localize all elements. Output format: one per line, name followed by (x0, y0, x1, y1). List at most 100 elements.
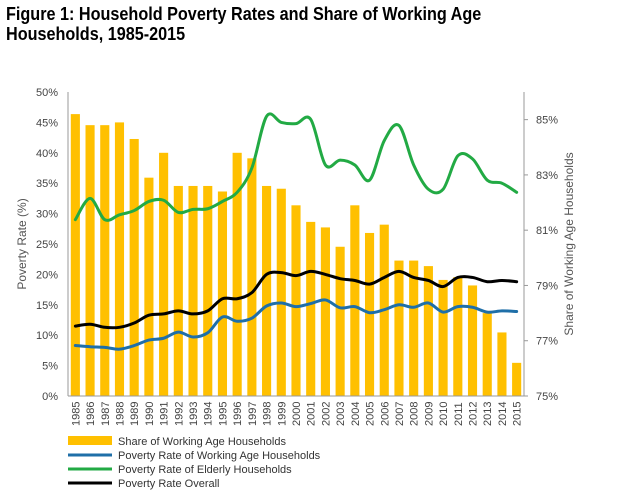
bar-2002 (320, 227, 330, 396)
y-tick-label: 15% (36, 300, 58, 312)
x-tick-label: 2007 (394, 402, 406, 426)
bar-2007 (394, 260, 404, 396)
bar-1997 (247, 158, 257, 396)
bar-2012 (467, 285, 478, 396)
line-group (73, 112, 519, 351)
right-tick-labels: 75% 77% 79% 81% 83% 85% (524, 115, 558, 403)
legend-item-share-working-age: Share of Working Age Households (68, 436, 286, 448)
bar-2010 (438, 279, 448, 396)
legend-label: Poverty Rate of Elderly Households (118, 464, 292, 476)
y-tick-label: 5% (42, 361, 58, 373)
y2-tick-label: 75% (536, 391, 558, 403)
bar-1992 (173, 185, 183, 396)
x-tick-label: 1995 (217, 402, 229, 426)
x-tick-label: 2003 (335, 402, 347, 426)
bar-1994 (203, 185, 213, 396)
left-tick-labels: 0% 5% 10% 15% 20% 25% 30% 35% 40% 45% 50% (36, 87, 58, 403)
y-tick-label: 50% (36, 87, 58, 99)
legend-label: Share of Working Age Households (118, 436, 286, 448)
y2-tick-label: 81% (536, 225, 558, 237)
bar-1995 (217, 191, 228, 396)
x-tick-label: 1986 (85, 402, 97, 426)
y-tick-label: 30% (36, 209, 58, 221)
x-tick-label: 2013 (482, 402, 494, 426)
x-tick-label: 2002 (320, 402, 332, 426)
x-tick-label: 1990 (144, 402, 156, 426)
bar-2015 (512, 362, 522, 396)
bar-2009 (423, 266, 433, 396)
x-tick-labels: 1985 1986 1987 1988 1989 1990 1991 1992 1993 1994… (70, 402, 523, 426)
line-working-age-poverty (73, 298, 519, 351)
x-tick-label: 1989 (129, 402, 141, 426)
y-axis-title: Poverty Rate (%) (15, 198, 29, 289)
y2-tick-label: 85% (536, 115, 558, 127)
bar-1988 (114, 122, 125, 397)
y2-tick-label: 79% (536, 280, 558, 292)
bar-1986 (85, 125, 95, 396)
x-tick-label: 2009 (423, 402, 435, 426)
y2-tick-label: 77% (536, 336, 558, 348)
x-tick-label: 1997 (247, 402, 259, 426)
bar-2004 (350, 205, 360, 396)
bar-2003 (335, 246, 345, 396)
bar-1996 (232, 152, 242, 396)
legend-label: Poverty Rate of Working Age Households (118, 450, 321, 462)
bar-1999 (276, 188, 286, 396)
x-tick-label: 2004 (350, 402, 362, 426)
bar-group (70, 114, 522, 397)
x-tick-label: 2011 (453, 402, 465, 426)
y-tick-label: 45% (36, 117, 58, 129)
bar-2001 (306, 221, 316, 396)
x-tick-label: 1996 (232, 402, 244, 426)
x-tick-label: 1998 (262, 402, 274, 426)
y2-tick-label: 83% (536, 170, 558, 182)
y-tick-label: 35% (36, 178, 58, 190)
y-tick-label: 0% (42, 391, 58, 403)
x-tick-label: 1985 (70, 402, 82, 426)
bar-2008 (409, 260, 419, 396)
line-elderly-poverty (73, 112, 519, 222)
x-tick-label: 1992 (173, 402, 185, 426)
x-tick-label: 2014 (497, 402, 509, 426)
chart-title: Figure 1: Household Poverty Rates and Sh… (6, 4, 482, 44)
bar-1990 (144, 177, 154, 396)
legend-swatch (68, 436, 112, 445)
bar-2011 (453, 277, 463, 396)
line-overall-poverty (73, 269, 519, 330)
bar-1993 (188, 185, 198, 396)
axes (67, 92, 525, 397)
y-tick-label: 10% (36, 330, 58, 342)
x-tick-label: 2008 (409, 402, 421, 426)
x-tick-label: 1999 (276, 402, 288, 426)
bar-1989 (129, 138, 139, 397)
x-tick-label: 1987 (100, 402, 112, 426)
x-tick-label: 2010 (438, 402, 450, 426)
x-tick-label: 1991 (159, 402, 171, 426)
legend-item-elderly-poverty: Poverty Rate of Elderly Households (68, 464, 292, 476)
bar-1998 (262, 185, 272, 396)
bar-1985 (70, 114, 80, 397)
x-tick-label: 1988 (114, 402, 126, 426)
bar-1987 (100, 125, 110, 396)
legend-item-working-age-poverty: Poverty Rate of Working Age Households (68, 450, 321, 462)
bar-2000 (291, 205, 301, 396)
y2-axis-title: Share of Working Age Households (562, 152, 576, 335)
legend-item-overall-poverty: Poverty Rate Overall (68, 478, 219, 490)
x-tick-label: 1993 (188, 402, 200, 426)
y-tick-label: 20% (36, 269, 58, 281)
x-tick-label: 2001 (306, 402, 318, 426)
bar-2013 (482, 313, 492, 396)
bar-2005 (364, 232, 375, 396)
x-tick-label: 2012 (468, 402, 480, 426)
bar-1991 (159, 152, 169, 396)
y-tick-label: 25% (36, 239, 58, 251)
bar-2014 (497, 332, 507, 396)
x-tick-label: 2005 (365, 402, 377, 426)
x-tick-label: 2015 (512, 402, 524, 426)
x-tick-label: 1994 (203, 402, 215, 426)
legend: Share of Working Age Households Poverty R… (68, 436, 321, 490)
legend-label: Poverty Rate Overall (118, 478, 219, 490)
x-tick-label: 2000 (291, 402, 303, 426)
x-tick-label: 2006 (379, 402, 391, 426)
